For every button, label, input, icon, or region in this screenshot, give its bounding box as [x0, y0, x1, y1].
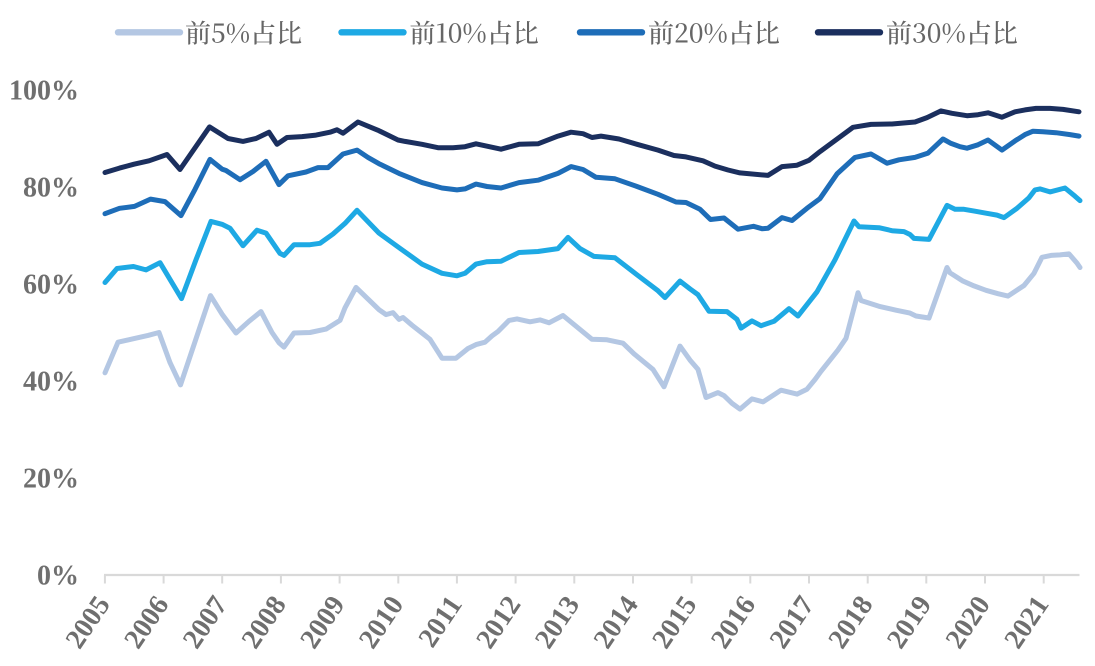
svg-text:2020: 2020 — [940, 591, 997, 655]
svg-text:2019: 2019 — [881, 591, 938, 655]
svg-text:2009: 2009 — [294, 591, 351, 655]
svg-text:2016: 2016 — [705, 591, 762, 655]
svg-text:80%: 80% — [23, 173, 79, 204]
svg-text:2014: 2014 — [588, 591, 645, 655]
svg-text:2010: 2010 — [353, 591, 410, 655]
svg-text:0%: 0% — [37, 561, 79, 592]
svg-text:2012: 2012 — [470, 591, 527, 655]
svg-text:2007: 2007 — [177, 591, 234, 655]
svg-text:2018: 2018 — [822, 591, 879, 655]
svg-text:2021: 2021 — [998, 591, 1055, 655]
svg-text:2015: 2015 — [646, 591, 703, 655]
svg-text:2008: 2008 — [236, 591, 293, 655]
svg-text:2005: 2005 — [60, 591, 117, 655]
svg-text:100%: 100% — [9, 76, 79, 107]
svg-text:2006: 2006 — [118, 591, 175, 655]
svg-text:2017: 2017 — [764, 591, 821, 655]
svg-text:2013: 2013 — [529, 591, 586, 655]
svg-text:60%: 60% — [23, 270, 79, 301]
svg-text:40%: 40% — [23, 367, 79, 398]
svg-text:20%: 20% — [23, 464, 79, 495]
svg-text:2011: 2011 — [413, 591, 469, 653]
